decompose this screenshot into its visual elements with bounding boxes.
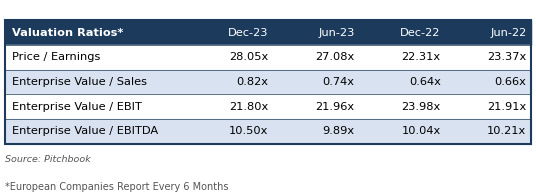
Text: Enterprise Value / EBITDA: Enterprise Value / EBITDA: [12, 126, 158, 136]
Bar: [5, 94, 531, 119]
Bar: [5, 20, 531, 144]
Text: 27.08x: 27.08x: [315, 52, 355, 62]
Text: 9.89x: 9.89x: [323, 126, 355, 136]
Text: 23.98x: 23.98x: [401, 102, 441, 112]
Text: Price / Earnings: Price / Earnings: [12, 52, 100, 62]
Text: 21.91x: 21.91x: [487, 102, 526, 112]
Text: 10.21x: 10.21x: [487, 126, 526, 136]
Text: Enterprise Value / EBIT: Enterprise Value / EBIT: [12, 102, 142, 112]
Text: Source: Pitchbook: Source: Pitchbook: [5, 155, 91, 164]
Text: Valuation Ratios*: Valuation Ratios*: [12, 28, 123, 38]
Text: Dec-23: Dec-23: [228, 28, 269, 38]
Bar: [5, 70, 531, 94]
Text: 10.04x: 10.04x: [401, 126, 441, 136]
Text: 0.74x: 0.74x: [323, 77, 355, 87]
Text: 0.82x: 0.82x: [236, 77, 269, 87]
Text: Enterprise Value / Sales: Enterprise Value / Sales: [12, 77, 147, 87]
Bar: [5, 119, 531, 144]
Text: 21.80x: 21.80x: [229, 102, 269, 112]
Text: 0.64x: 0.64x: [409, 77, 441, 87]
Text: *European Companies Report Every 6 Months: *European Companies Report Every 6 Month…: [5, 182, 229, 192]
Bar: [5, 20, 531, 45]
Text: Dec-22: Dec-22: [400, 28, 441, 38]
Text: Jun-23: Jun-23: [318, 28, 355, 38]
Text: 22.31x: 22.31x: [401, 52, 441, 62]
Text: 23.37x: 23.37x: [487, 52, 526, 62]
Text: 21.96x: 21.96x: [316, 102, 355, 112]
Text: 0.66x: 0.66x: [495, 77, 526, 87]
Bar: [5, 45, 531, 70]
Text: 10.50x: 10.50x: [229, 126, 269, 136]
Text: 28.05x: 28.05x: [229, 52, 269, 62]
Text: Jun-22: Jun-22: [490, 28, 526, 38]
